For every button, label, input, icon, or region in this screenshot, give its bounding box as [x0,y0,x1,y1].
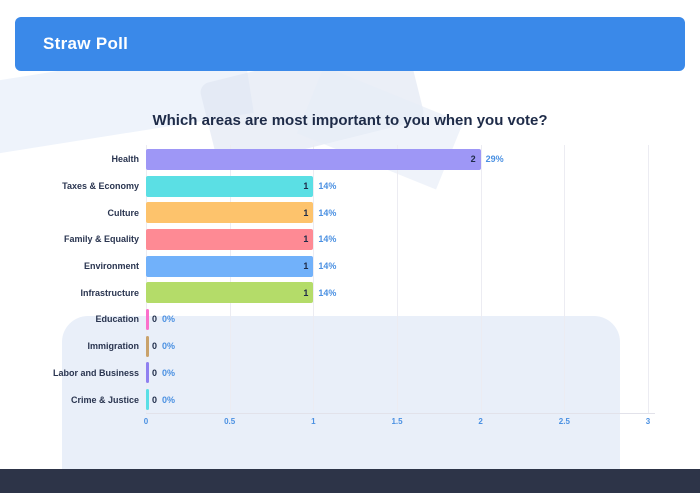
bar-track: 1 14% [146,255,700,277]
bar: 1 [146,282,314,304]
bar-percent-label: 29% [485,154,504,165]
page-footer [0,469,700,493]
bar-percent-label: 0% [162,341,176,352]
bar [146,389,149,411]
bar-chart: Health 2 29% Taxes & Economy 1 14% Culture 1 14%… [0,146,700,413]
bar-track: 2 29% [146,148,700,170]
bar-track: 1 14% [146,175,700,197]
category-label: Health [111,154,139,165]
gridline [146,145,147,413]
chart-row: Health 2 29% [0,146,700,173]
bar-percent-label: 14% [318,261,337,272]
gridline [480,145,482,413]
bar-value-label: 0 [152,367,158,378]
bar-track: 0 0% [146,308,700,330]
chart-row: Immigration 0 0% [0,333,700,360]
category-label: Taxes & Economy [62,181,139,192]
chart-row: Environment 1 14% [0,253,700,280]
poll-question-title: Which areas are most important to you wh… [152,112,548,129]
bar-percent-label: 0% [162,314,176,325]
gridline [397,145,398,413]
category-label: Culture [107,207,140,218]
bar-percent-label: 14% [318,207,337,218]
bar [146,308,149,330]
bar [146,335,149,357]
chart-row: Labor and Business 0 0% [0,360,700,387]
bar-track: 0 0% [146,389,700,411]
chart-row: Culture 1 14% [0,199,700,226]
chart-row: Education 0 0% [0,306,700,333]
bar-track: 0 0% [146,362,700,384]
chart-row: Family & Equality 1 14% [0,226,700,253]
chart-row: Taxes & Economy 1 14% [0,173,700,200]
x-tick-label: 1.5 [391,417,403,426]
bar-value-label: 0 [152,394,158,405]
x-tick-label: 2.5 [558,417,570,426]
bar: 2 [146,148,481,170]
bar-track: 1 14% [146,228,700,250]
gridline [313,145,315,413]
bar-value-label: 1 [303,181,309,192]
category-label: Infrastructure [80,287,139,298]
x-tick-label: 0.5 [224,417,236,426]
app-header: Straw Poll [15,17,685,71]
x-tick-label: 0 [143,417,149,426]
chart-row: Crime & Justice 0 0% [0,386,700,413]
bar-track: 0 0% [146,335,700,357]
bar: 1 [146,175,314,197]
bar: 1 [146,255,314,277]
bar-value-label: 0 [152,314,158,325]
app-title: Straw Poll [43,34,129,53]
bar-percent-label: 14% [318,287,337,298]
bar-track: 1 14% [146,282,700,304]
bar: 1 [146,202,314,224]
x-tick-label: 2 [478,417,483,426]
bar-percent-label: 14% [318,234,337,245]
category-label: Immigration [87,341,139,352]
category-label: Crime & Justice [70,394,139,405]
gridline [229,145,231,413]
x-tick-label: 3 [645,417,651,426]
category-label: Family & Equality [63,234,139,245]
bar-value-label: 1 [303,261,309,272]
background-panel [62,316,620,469]
gridline [648,145,649,413]
bar-percent-label: 0% [162,394,176,405]
x-axis-line [146,413,655,414]
bar-percent-label: 14% [318,181,337,192]
bar: 1 [146,228,314,250]
bar-track: 1 14% [146,202,700,224]
bar-value-label: 1 [303,287,309,298]
gridline [564,145,566,413]
bar-value-label: 0 [152,341,158,352]
x-tick-label: 1 [311,417,316,426]
bar-value-label: 2 [470,154,476,165]
category-label: Labor and Business [52,367,139,378]
chart-row: Infrastructure 1 14% [0,279,700,306]
bar-value-label: 1 [303,207,309,218]
bar-value-label: 1 [303,234,309,245]
bar-percent-label: 0% [162,367,176,378]
bar [146,362,149,384]
category-label: Education [95,314,139,325]
category-label: Environment [83,261,139,272]
